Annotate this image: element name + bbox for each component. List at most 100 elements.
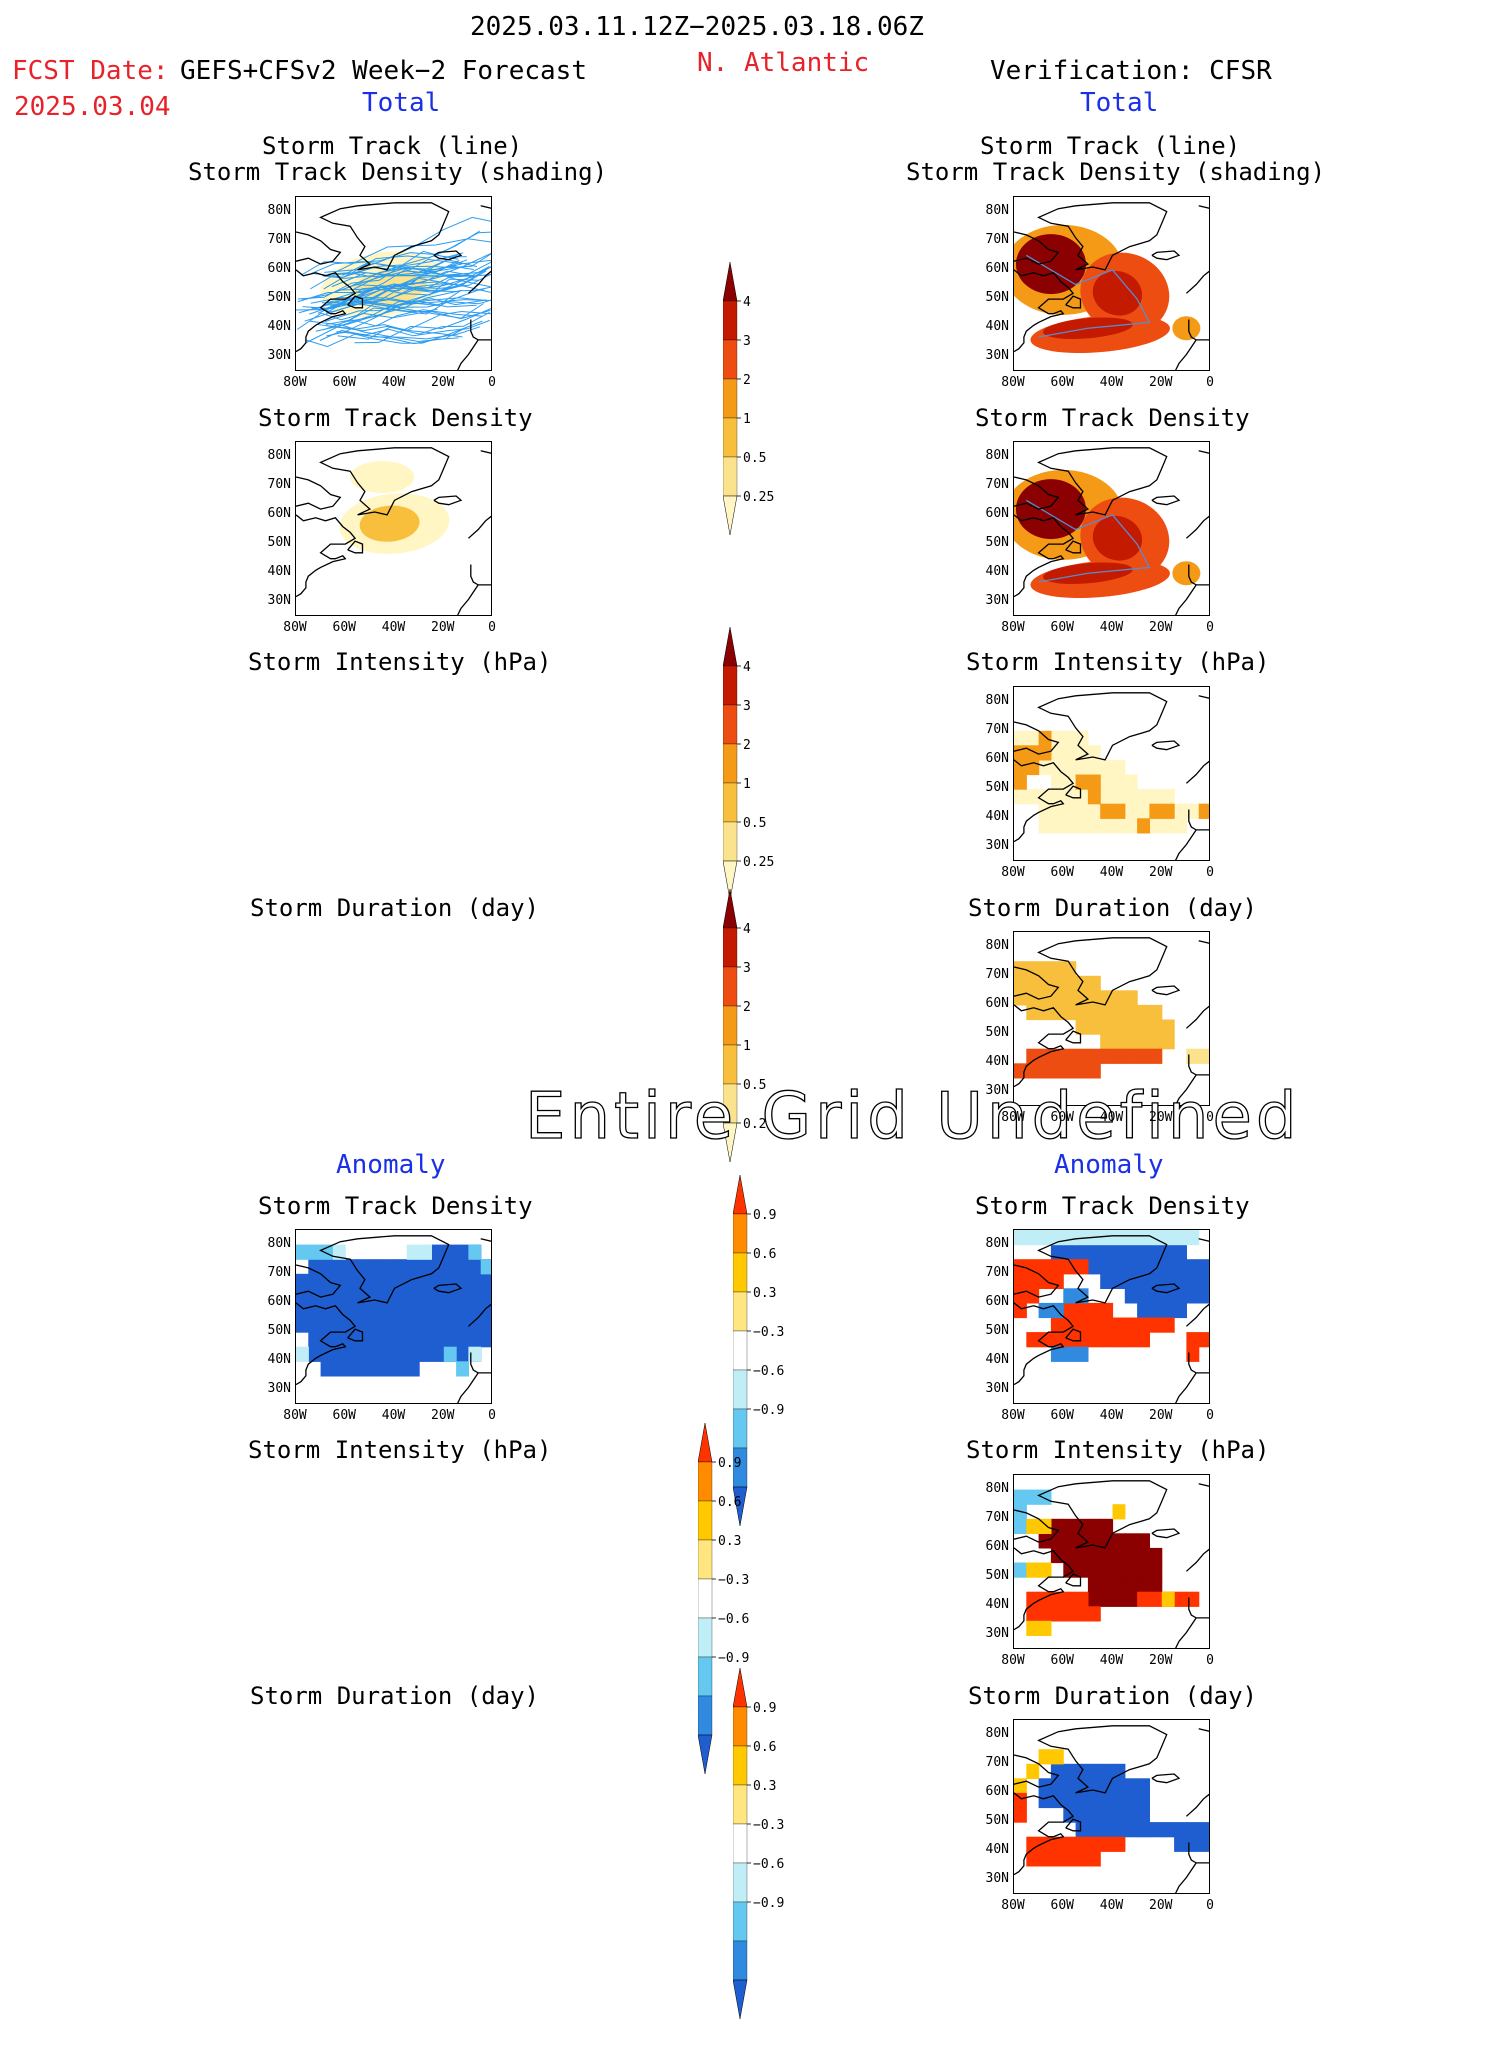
colorbar-tick-label: 0.5 bbox=[743, 816, 766, 831]
lon-tick-label: 40W bbox=[381, 1408, 406, 1423]
colorbar-tick-label: −0.6 bbox=[718, 1612, 749, 1627]
lon-tick-label: 20W bbox=[1149, 1653, 1173, 1668]
colorbar-tick-label: −0.3 bbox=[753, 1325, 784, 1340]
lon-tick-label: 0 bbox=[1206, 865, 1214, 880]
colorbar-tick-label: 3 bbox=[743, 961, 751, 976]
colorbar-tick-label: 2 bbox=[743, 1000, 751, 1015]
colorbar-tick-label: −0.3 bbox=[718, 1573, 749, 1588]
colorbar-tick-label: 0.5 bbox=[743, 1078, 766, 1093]
lon-tick-label: 80W bbox=[1001, 620, 1025, 635]
lat-tick-label: 50N bbox=[267, 535, 291, 551]
panel-title-track-line-right: Storm Track (line) bbox=[980, 132, 1241, 160]
colorbar-tick-label: 0.9 bbox=[753, 1701, 776, 1716]
colorbar-tick-label: 0.6 bbox=[753, 1740, 776, 1755]
lat-tick-label: 60N bbox=[267, 1293, 291, 1309]
colorbar-tick-label: 4 bbox=[743, 295, 751, 310]
colorbar-total-2: 4 3 2 1 0.5 0.25 bbox=[722, 626, 783, 944]
lat-tick-label: 50N bbox=[985, 1323, 1009, 1339]
lat-tick-label: 70N bbox=[985, 476, 1009, 492]
lat-tick-label: 70N bbox=[985, 966, 1009, 982]
lon-tick-label: 20W bbox=[431, 1408, 455, 1423]
lon-tick-label: 60W bbox=[1050, 620, 1074, 635]
anomaly-label-left: Anomaly bbox=[336, 1150, 446, 1180]
panel-title-anom-duration-left: Storm Duration (day) bbox=[250, 1682, 539, 1710]
lon-tick-label: 20W bbox=[1149, 1408, 1173, 1423]
colorbar-anom-3: 0.9 0.6 0.3 −0.3 −0.6 −0.9 bbox=[732, 1667, 793, 2063]
lat-tick-label: 30N bbox=[985, 348, 1009, 364]
map-anom-density-forecast bbox=[295, 1229, 492, 1404]
lat-tick-label: 70N bbox=[985, 721, 1009, 737]
colorbar-tick-label: 2 bbox=[743, 738, 751, 753]
colorbar-svg: 4 3 2 1 0.5 0.25 bbox=[722, 888, 774, 1163]
lat-tick-label: 30N bbox=[267, 1381, 291, 1397]
lat-tick-label: 30N bbox=[985, 838, 1009, 854]
colorbar-tick-label: 3 bbox=[743, 334, 751, 349]
colorbar-tick-label: 0.6 bbox=[753, 1247, 776, 1262]
lat-tick-label: 70N bbox=[267, 231, 291, 247]
lon-tick-label: 0 bbox=[1206, 620, 1214, 635]
lon-tick-label: 40W bbox=[1099, 375, 1124, 390]
lon-tick-label: 60W bbox=[1050, 1898, 1074, 1913]
lon-tick-label: 60W bbox=[332, 620, 356, 635]
map-plot-area bbox=[1014, 937, 1209, 1105]
lat-tick-label: 80N bbox=[267, 202, 291, 218]
panel-title-duration-right: Storm Duration (day) bbox=[968, 894, 1257, 922]
map-track-verification bbox=[1013, 196, 1210, 371]
colorbar-svg: 0.9 0.6 0.3 −0.3 −0.6 −0.9 bbox=[732, 1667, 784, 2020]
lon-tick-label: 0 bbox=[1206, 1653, 1214, 1668]
colorbar-tick-label: 0.25 bbox=[743, 490, 774, 505]
lon-tick-label: 60W bbox=[1050, 1653, 1074, 1668]
lat-tick-label: 40N bbox=[985, 564, 1009, 580]
panel-title-track-shading-left: Storm Track Density (shading) bbox=[188, 158, 608, 186]
lon-tick-label: 20W bbox=[1149, 1898, 1173, 1913]
lat-tick-label: 60N bbox=[267, 505, 291, 521]
lat-tick-label: 40N bbox=[267, 1352, 291, 1368]
lat-tick-label: 80N bbox=[267, 1235, 291, 1251]
lat-tick-label: 50N bbox=[985, 290, 1009, 306]
lon-tick-label: 20W bbox=[431, 620, 455, 635]
map-plot-area bbox=[1014, 1725, 1209, 1893]
lon-tick-label: 60W bbox=[1050, 375, 1074, 390]
map-plot-area bbox=[1014, 447, 1209, 615]
colorbar-tick-label: 0.5 bbox=[743, 451, 766, 466]
forecast-name: GEFS+CFSv2 Week−2 Forecast bbox=[180, 56, 587, 86]
map-plot-area bbox=[1014, 692, 1209, 860]
colorbar-tick-label: 4 bbox=[743, 922, 751, 937]
lon-tick-label: 80W bbox=[1001, 1110, 1025, 1125]
colorbar-tick-label: 0.3 bbox=[718, 1534, 741, 1549]
lon-tick-label: 60W bbox=[1050, 1110, 1074, 1125]
lat-tick-label: 80N bbox=[985, 1235, 1009, 1251]
colorbar-tick-label: 0.25 bbox=[743, 1117, 774, 1132]
anomaly-label-right: Anomaly bbox=[1054, 1150, 1164, 1180]
lon-tick-label: 60W bbox=[332, 375, 356, 390]
lat-tick-label: 40N bbox=[985, 1842, 1009, 1858]
lon-tick-label: 40W bbox=[1099, 865, 1124, 880]
lat-tick-label: 80N bbox=[985, 937, 1009, 953]
colorbar-anom-1: 0.9 0.6 0.3 −0.3 −0.6 −0.9 bbox=[732, 1174, 793, 1570]
region-label: N. Atlantic bbox=[697, 48, 870, 78]
lat-tick-label: 40N bbox=[267, 564, 291, 580]
map-anom-intensity-verification bbox=[1013, 1474, 1210, 1649]
lat-tick-label: 50N bbox=[985, 535, 1009, 551]
colorbar-total-1: 4 3 2 1 0.5 0.25 bbox=[722, 261, 783, 579]
lat-tick-label: 60N bbox=[985, 1538, 1009, 1554]
lon-tick-label: 60W bbox=[1050, 865, 1074, 880]
colorbar-tick-label: −0.6 bbox=[753, 1364, 784, 1379]
colorbar-tick-label: 0.3 bbox=[753, 1286, 776, 1301]
entire-grid-undefined-message: Entire Grid Undefined bbox=[524, 1079, 1301, 1154]
lat-tick-label: 80N bbox=[985, 202, 1009, 218]
colorbar-tick-label: 0.9 bbox=[753, 1208, 776, 1223]
lat-tick-label: 80N bbox=[985, 447, 1009, 463]
verification-label: Verification: CFSR bbox=[990, 56, 1272, 86]
lon-tick-label: 60W bbox=[1050, 1408, 1074, 1423]
panel-title-anom-intensity-left: Storm Intensity (hPa) bbox=[248, 1436, 552, 1464]
colorbar-tick-label: 0.3 bbox=[753, 1779, 776, 1794]
map-anom-duration-verification bbox=[1013, 1719, 1210, 1894]
colorbar-svg: 0.9 0.6 0.3 −0.3 −0.6 −0.9 bbox=[732, 1174, 784, 1527]
lat-tick-label: 60N bbox=[985, 505, 1009, 521]
panel-title-anom-intensity-right: Storm Intensity (hPa) bbox=[966, 1436, 1270, 1464]
map-density-verification bbox=[1013, 441, 1210, 616]
colorbar-tick-label: 0.6 bbox=[718, 1495, 741, 1510]
lon-tick-label: 40W bbox=[1099, 620, 1124, 635]
colorbar-tick-label: 0.9 bbox=[718, 1456, 741, 1471]
